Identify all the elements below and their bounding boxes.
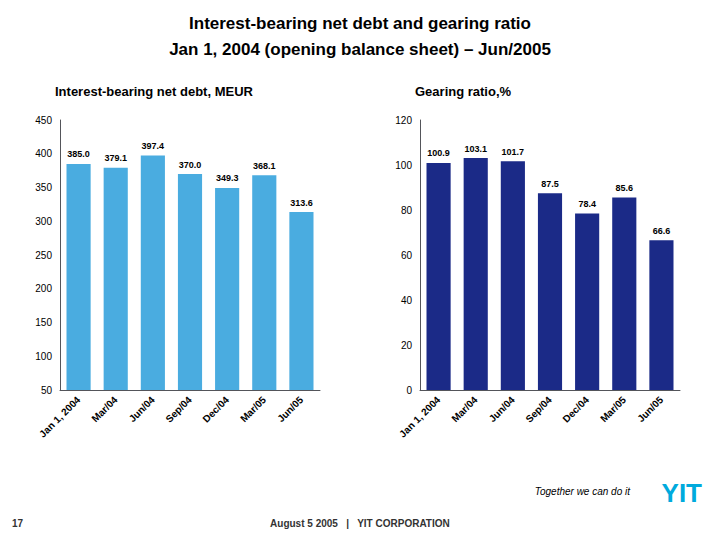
svg-text:Mar/05: Mar/05 [238, 394, 268, 424]
svg-text:40: 40 [401, 295, 413, 306]
svg-text:Jan 1, 2004 (opening balance s: Jan 1, 2004 (opening balance sheet) – Ju… [169, 40, 551, 59]
svg-text:100: 100 [35, 351, 52, 362]
svg-text:Jun/05: Jun/05 [275, 394, 305, 424]
svg-text:349.3: 349.3 [216, 173, 239, 183]
svg-text:85.6: 85.6 [616, 183, 634, 193]
svg-text:450: 450 [35, 115, 52, 126]
svg-text:100.9: 100.9 [427, 148, 450, 158]
svg-text:Jun/05: Jun/05 [635, 394, 665, 424]
svg-text:385.0: 385.0 [67, 149, 90, 159]
svg-text:Sep/04: Sep/04 [523, 394, 554, 425]
svg-text:400: 400 [35, 148, 52, 159]
svg-text:87.5: 87.5 [541, 179, 559, 189]
svg-text:Jun/04: Jun/04 [127, 394, 157, 424]
svg-text:250: 250 [35, 250, 52, 261]
svg-text:300: 300 [35, 216, 52, 227]
svg-text:Dec/04: Dec/04 [200, 394, 231, 425]
svg-text:350: 350 [35, 182, 52, 193]
svg-text:YIT: YIT [662, 478, 703, 508]
svg-text:Dec/04: Dec/04 [560, 394, 591, 425]
svg-text:370.0: 370.0 [179, 160, 202, 170]
svg-text:Jan 1, 2004: Jan 1, 2004 [37, 394, 83, 440]
svg-text:Mar/05: Mar/05 [598, 394, 628, 424]
svg-text:379.1: 379.1 [104, 153, 127, 163]
svg-text:Together we can do it: Together we can do it [535, 486, 631, 497]
svg-text:August 5 2005 | YIT CORPOR: August 5 2005 | YIT CORPORATION [270, 518, 450, 529]
svg-text:Gearing ratio,%: Gearing ratio,% [415, 84, 512, 99]
svg-text:397.4: 397.4 [142, 141, 165, 151]
svg-text:17: 17 [12, 518, 24, 529]
svg-text:120: 120 [395, 115, 412, 126]
svg-text:368.1: 368.1 [253, 161, 276, 171]
svg-text:Mar/04: Mar/04 [449, 394, 479, 424]
svg-text:100: 100 [395, 160, 412, 171]
svg-text:80: 80 [401, 205, 413, 216]
svg-text:78.4: 78.4 [578, 199, 596, 209]
svg-text:200: 200 [35, 283, 52, 294]
svg-text:Jan 1, 2004: Jan 1, 2004 [397, 394, 443, 440]
svg-text:20: 20 [401, 340, 413, 351]
svg-text:Jun/04: Jun/04 [487, 394, 517, 424]
svg-text:Interest-bearing net debt and: Interest-bearing net debt and gearing ra… [189, 14, 531, 33]
svg-text:Sep/04: Sep/04 [163, 394, 194, 425]
svg-text:0: 0 [406, 385, 412, 396]
svg-text:103.1: 103.1 [464, 144, 487, 154]
svg-text:Interest-bearing net debt, MEU: Interest-bearing net debt, MEUR [55, 84, 254, 99]
svg-text:66.6: 66.6 [653, 226, 671, 236]
svg-text:50: 50 [41, 385, 53, 396]
svg-text:150: 150 [35, 317, 52, 328]
svg-text:313.6: 313.6 [290, 198, 313, 208]
svg-text:101.7: 101.7 [502, 147, 525, 157]
svg-text:Mar/04: Mar/04 [89, 394, 119, 424]
svg-text:60: 60 [401, 250, 413, 261]
